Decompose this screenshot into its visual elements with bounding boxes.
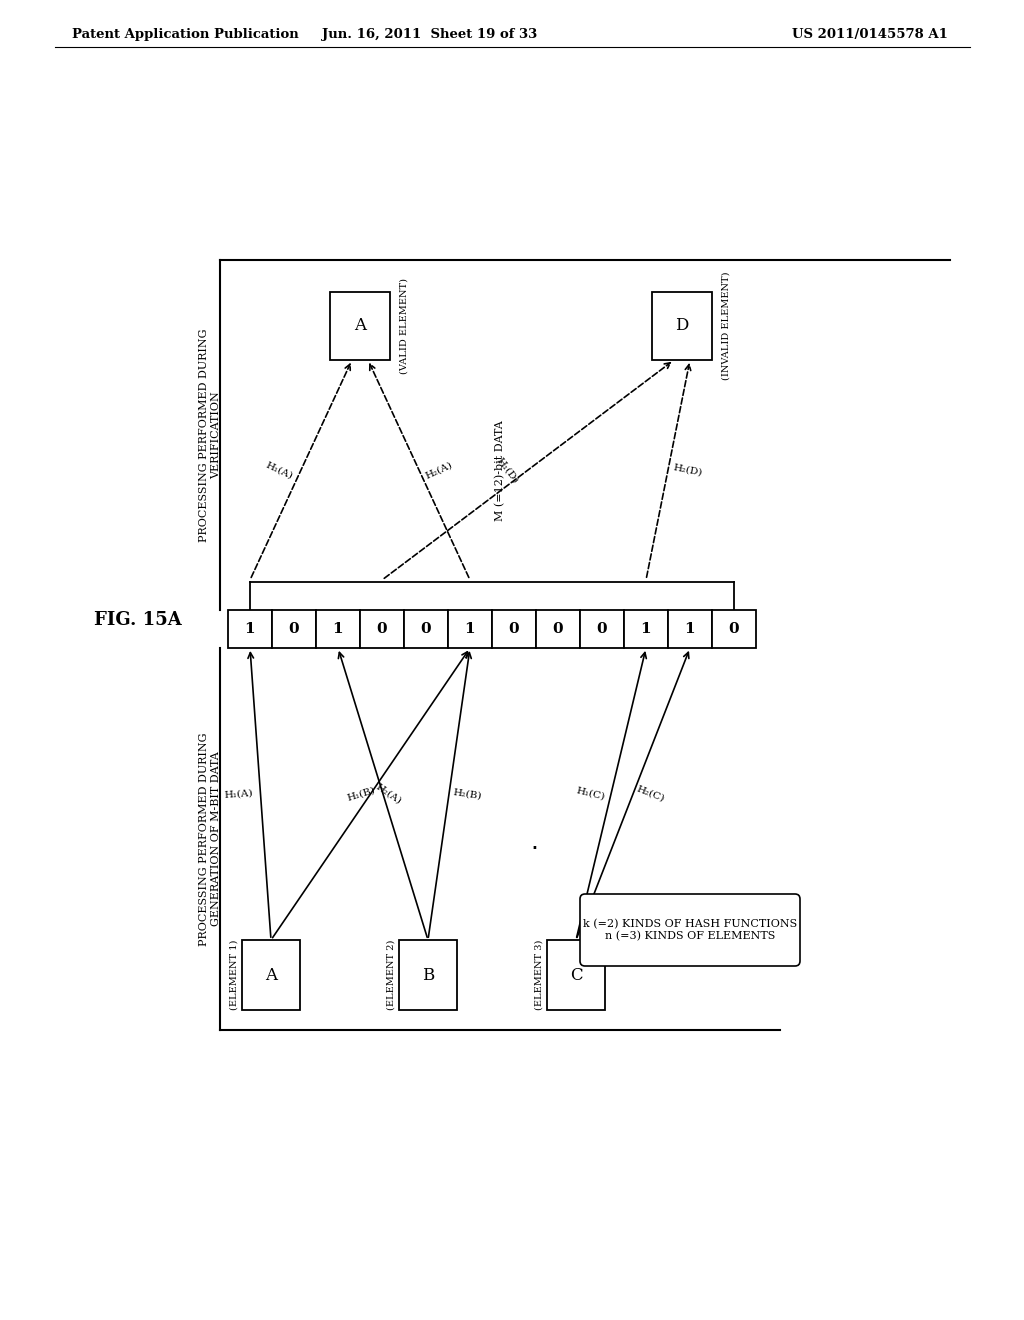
Text: H₁(A): H₁(A) — [264, 459, 294, 480]
Text: 0: 0 — [729, 622, 739, 636]
Bar — [580, 610, 624, 648]
Text: 1: 1 — [465, 622, 475, 636]
Text: 1: 1 — [245, 622, 255, 636]
Bar — [316, 610, 360, 648]
Bar — [536, 610, 580, 648]
Bar — [228, 610, 272, 648]
Bar — [668, 610, 712, 648]
Bar — [330, 292, 390, 360]
Text: C: C — [569, 966, 583, 983]
Text: H₁(B): H₁(B) — [346, 785, 376, 803]
Text: H₂(C): H₂(C) — [636, 784, 667, 804]
Text: H₂(B): H₂(B) — [452, 788, 482, 800]
FancyBboxPatch shape — [580, 894, 800, 966]
Text: (INVALID ELEMENT): (INVALID ELEMENT) — [722, 272, 730, 380]
Text: 0: 0 — [553, 622, 563, 636]
Text: 1: 1 — [685, 622, 695, 636]
Text: (ELEMENT 1): (ELEMENT 1) — [229, 940, 239, 1010]
Bar — [449, 610, 492, 648]
Bar — [360, 610, 404, 648]
Text: 1: 1 — [641, 622, 651, 636]
Text: FIG. 15A: FIG. 15A — [94, 611, 182, 630]
Text: Jun. 16, 2011  Sheet 19 of 33: Jun. 16, 2011 Sheet 19 of 33 — [323, 28, 538, 41]
Bar — [652, 292, 712, 360]
Text: A: A — [265, 966, 278, 983]
Text: (ELEMENT 2): (ELEMENT 2) — [386, 940, 395, 1010]
Text: 1: 1 — [333, 622, 343, 636]
Text: H₁(C): H₁(C) — [575, 787, 606, 801]
Text: D: D — [675, 318, 689, 334]
Text: 0: 0 — [597, 622, 607, 636]
Text: (ELEMENT 3): (ELEMENT 3) — [535, 940, 544, 1010]
Text: H₂(A): H₂(A) — [424, 459, 454, 480]
Text: US 2011/0145578 A1: US 2011/0145578 A1 — [792, 28, 948, 41]
Text: H₂(D): H₂(D) — [673, 463, 703, 478]
Text: PROCESSING PERFORMED DURING
VERIFICATION: PROCESSING PERFORMED DURING VERIFICATION — [200, 329, 221, 541]
Bar — [399, 940, 457, 1010]
Text: H₂(A): H₂(A) — [374, 783, 403, 805]
Text: B: B — [422, 966, 434, 983]
Text: PROCESSING PERFORMED DURING
GENERATION OF M-BIT DATA: PROCESSING PERFORMED DURING GENERATION O… — [200, 733, 221, 945]
Bar — [272, 610, 316, 648]
Text: M (=12)-bit DATA: M (=12)-bit DATA — [495, 421, 505, 521]
Text: 0: 0 — [421, 622, 431, 636]
Bar — [547, 940, 605, 1010]
Bar — [404, 610, 449, 648]
Text: ·: · — [530, 837, 538, 861]
Text: 0: 0 — [377, 622, 387, 636]
Text: H₁(A): H₁(A) — [224, 788, 253, 800]
Bar — [712, 610, 756, 648]
Text: A: A — [354, 318, 366, 334]
Text: H₁(D): H₁(D) — [496, 455, 520, 484]
Text: Patent Application Publication: Patent Application Publication — [72, 28, 299, 41]
Text: (VALID ELEMENT): (VALID ELEMENT) — [399, 279, 409, 374]
Text: 0: 0 — [289, 622, 299, 636]
Bar — [492, 610, 536, 648]
Text: 0: 0 — [509, 622, 519, 636]
Text: k (=2) KINDS OF HASH FUNCTIONS
n (=3) KINDS OF ELEMENTS: k (=2) KINDS OF HASH FUNCTIONS n (=3) KI… — [583, 919, 797, 941]
Bar — [242, 940, 300, 1010]
Bar — [624, 610, 668, 648]
